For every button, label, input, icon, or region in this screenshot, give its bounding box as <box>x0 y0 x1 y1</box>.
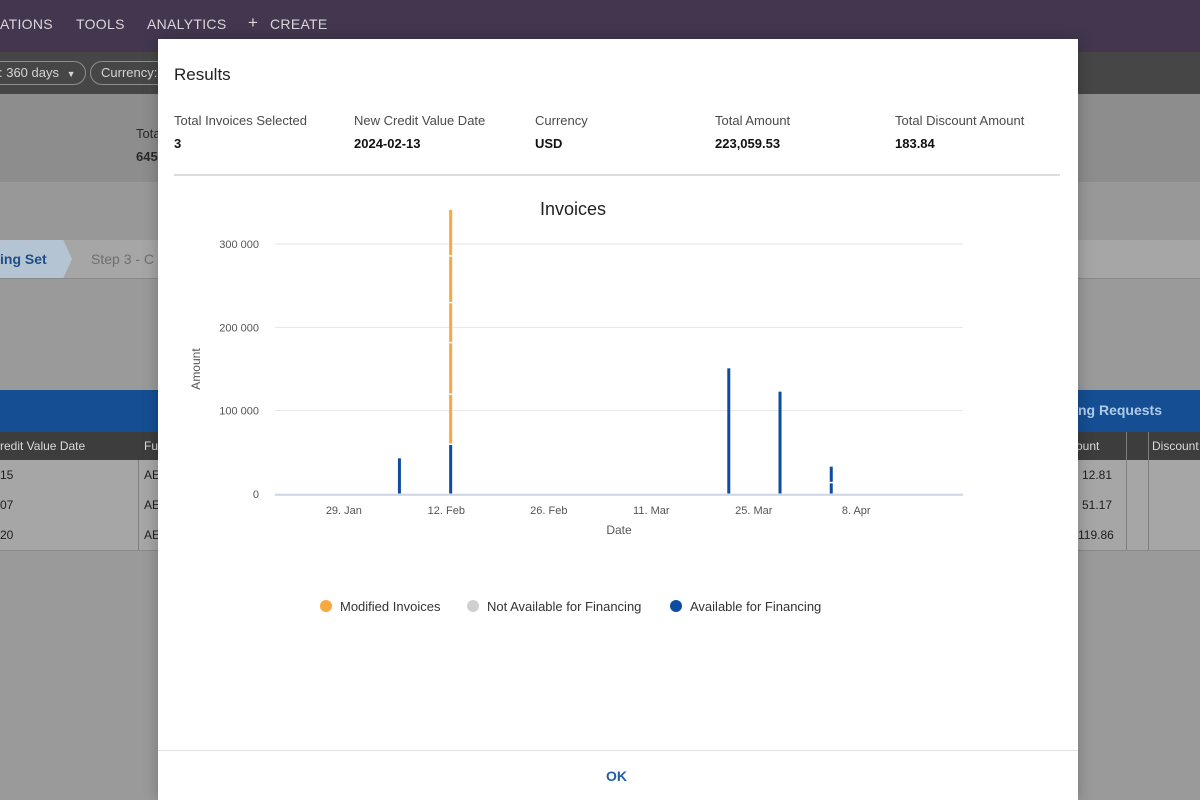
step-3-label[interactable]: Step 3 - C <box>91 251 155 267</box>
y-axis-label: Amount <box>189 348 203 390</box>
bar-segment <box>449 256 453 302</box>
field-currency: Currency USD <box>535 113 588 151</box>
bar-segment <box>778 391 782 494</box>
y-tick-label: 300 000 <box>219 239 259 251</box>
x-tick-label: 26. Feb <box>530 505 567 517</box>
column-header-amount[interactable]: ount <box>1076 439 1100 453</box>
field-value: USD <box>535 136 563 151</box>
nav-item-create[interactable]: CREATE <box>270 16 328 32</box>
bar-segment <box>449 395 453 444</box>
bar-segment <box>829 483 833 494</box>
currency-filter-label: Currency: <box>101 65 158 80</box>
footer-divider <box>158 750 1078 751</box>
cell-fu: AE <box>144 528 161 542</box>
field-value: 183.84 <box>895 136 935 151</box>
bar-segment <box>397 458 401 494</box>
legend-label: Available for Financing <box>690 599 821 614</box>
step-active[interactable]: ing Set <box>0 240 72 278</box>
cell-fu: AE <box>144 498 161 512</box>
caret-down-icon: ▼ <box>66 69 76 79</box>
section-divider <box>174 174 1060 176</box>
field-value: 2024-02-13 <box>354 136 421 151</box>
field-label: Total Amount <box>715 113 791 128</box>
x-tick-label: 11. Mar <box>633 505 670 517</box>
nav-item-tools[interactable]: TOOLS <box>76 16 125 32</box>
financing-requests-link[interactable]: cing Requests <box>1066 402 1162 418</box>
bar-segment <box>449 445 453 494</box>
field-label: Total Invoices Selected <box>174 113 307 128</box>
field-total-amount: Total Amount 223,059.53 <box>715 113 790 151</box>
field-label: Currency <box>535 113 588 128</box>
x-tick-label: 12. Feb <box>428 505 465 517</box>
legend-marker <box>670 600 682 612</box>
chart-title: Invoices <box>540 199 606 219</box>
period-filter-label: : 360 days <box>0 65 59 80</box>
period-filter[interactable]: : 360 days ▼ <box>0 61 86 85</box>
y-tick-label: 200 000 <box>219 322 259 334</box>
cell-date: 07 <box>0 498 14 512</box>
cell-amount: 119.86 <box>1078 528 1114 542</box>
field-value: 223,059.53 <box>715 136 781 151</box>
cell-amount: 51.17 <box>1082 498 1113 512</box>
invoices-chart: Invoices 0 100 000 200 000 300 000 29. Jan 12.… <box>189 199 963 614</box>
column-divider <box>1126 432 1127 550</box>
bar-segment <box>727 368 731 494</box>
cell-fu: AE <box>144 468 161 482</box>
bar-segment <box>829 466 833 482</box>
step-active-label: ing Set <box>0 251 47 267</box>
plus-icon: + <box>248 13 259 32</box>
legend-marker <box>320 600 332 612</box>
dialog-title: Results <box>174 65 231 84</box>
legend-marker <box>467 600 479 612</box>
legend-label: Modified Invoices <box>340 599 441 614</box>
cell-date: 15 <box>0 468 14 482</box>
field-label: New Credit Value Date <box>354 113 486 128</box>
column-header-discount[interactable]: Discount <box>1152 439 1199 453</box>
x-tick-label: 8. Apr <box>842 505 871 517</box>
cell-amount: 12.81 <box>1082 468 1113 482</box>
field-value: 3 <box>174 136 182 151</box>
column-divider <box>138 460 139 550</box>
cell-date: 20 <box>0 528 14 542</box>
nav-item-operations[interactable]: ATIONS <box>0 16 53 32</box>
y-tick-label: 100 000 <box>219 406 259 418</box>
field-total-discount: Total Discount Amount 183.84 <box>895 113 1024 151</box>
results-dialog: Results Total Invoices Selected 3 New Cr… <box>158 39 1078 800</box>
column-header-fu[interactable]: Fu <box>144 439 159 453</box>
bar-segment <box>449 343 453 394</box>
summary-label: Tota <box>136 126 161 141</box>
nav-item-analytics[interactable]: ANALYTICS <box>147 16 227 32</box>
x-tick-label: 29. Jan <box>326 505 362 517</box>
bar-segment <box>449 303 453 342</box>
y-tick-label: 0 <box>253 489 259 501</box>
x-tick-label: 25. Mar <box>735 505 773 517</box>
summary-value: 645 <box>136 149 158 164</box>
legend-label: Not Available for Financing <box>487 599 641 614</box>
field-new-credit-value-date: New Credit Value Date 2024-02-13 <box>354 113 485 151</box>
column-divider <box>1148 432 1149 550</box>
column-header-credit-value-date[interactable]: redit Value Date <box>0 439 86 453</box>
ok-button[interactable]: OK <box>606 768 627 784</box>
field-total-invoices: Total Invoices Selected 3 <box>174 113 307 151</box>
bar-segment <box>449 210 453 256</box>
x-axis-label: Date <box>606 523 632 537</box>
field-label: Total Discount Amount <box>895 113 1025 128</box>
